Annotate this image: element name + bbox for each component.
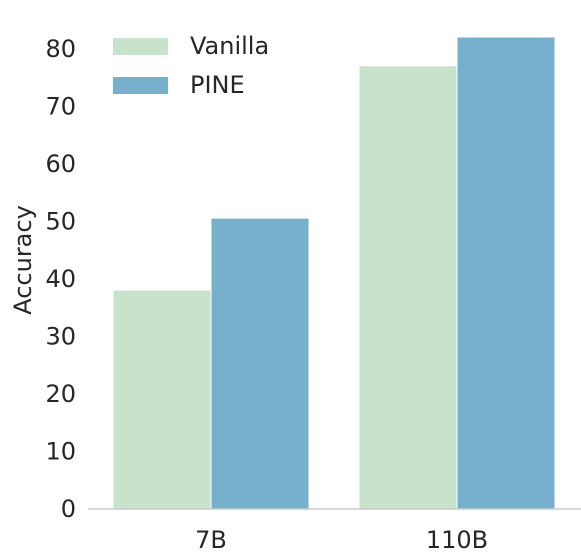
y-axis-ticks: 0 10 20 30 40 50 60 70 80 — [45, 35, 76, 523]
y-tick-label: 70 — [45, 93, 76, 121]
y-tick-label: 20 — [45, 380, 76, 408]
y-axis-title: Accuracy — [9, 205, 37, 315]
bar-pine-7b — [211, 218, 309, 509]
y-tick-label: 0 — [61, 495, 76, 523]
bar-pine-110b — [457, 37, 555, 509]
legend-label-vanilla: Vanilla — [190, 32, 269, 60]
x-axis-ticks: 7B 110B — [195, 526, 488, 553]
y-tick-label: 30 — [45, 323, 76, 351]
legend-swatch-vanilla — [113, 38, 168, 55]
legend-swatch-pine — [113, 77, 168, 94]
x-tick-label: 110B — [426, 526, 488, 553]
legend-label-pine: PINE — [190, 71, 245, 99]
x-tick-label: 7B — [195, 526, 227, 553]
bar-vanilla-7b — [113, 290, 211, 509]
legend: Vanilla PINE — [113, 32, 269, 99]
y-tick-label: 40 — [45, 265, 76, 293]
bar-vanilla-110b — [359, 66, 457, 509]
y-tick-label: 60 — [45, 150, 76, 178]
y-tick-label: 10 — [45, 438, 76, 466]
y-tick-label: 50 — [45, 208, 76, 236]
y-tick-label: 80 — [45, 35, 76, 63]
bars — [113, 37, 555, 509]
